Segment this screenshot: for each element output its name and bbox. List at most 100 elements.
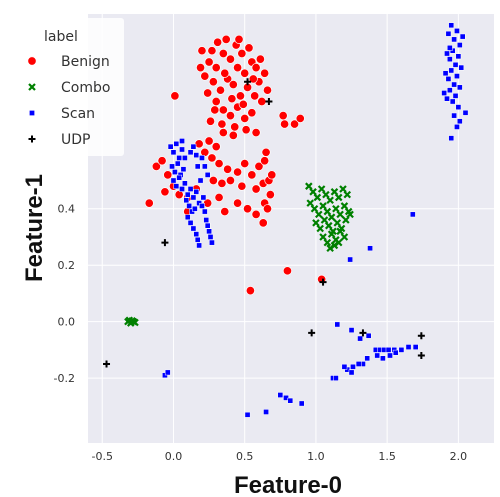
- legend-title: label: [44, 29, 78, 45]
- combo-point: [343, 190, 352, 199]
- benign-point: [251, 209, 261, 219]
- scan-point: [367, 245, 373, 252]
- scan-point: [412, 344, 419, 350]
- benign-point: [204, 57, 214, 67]
- scan-point: [454, 124, 460, 130]
- scan-point: [244, 411, 251, 418]
- benign-point: [261, 147, 271, 157]
- benign-point: [214, 192, 224, 203]
- scan-point: [174, 160, 181, 167]
- benign-point: [238, 99, 248, 109]
- scan-point: [287, 397, 294, 404]
- benign-point: [170, 91, 180, 101]
- udp-point: [308, 329, 316, 337]
- benign-point: [217, 119, 227, 129]
- udp-point: [319, 278, 327, 286]
- scan-point: [444, 50, 450, 57]
- scan-point: [405, 344, 412, 350]
- scan-point: [193, 231, 200, 237]
- scan-point: [446, 56, 453, 63]
- scan-point: [448, 135, 455, 142]
- scan-point: [341, 363, 348, 370]
- combo-point: [346, 210, 354, 219]
- scan-point: [442, 70, 449, 77]
- scan-point: [201, 208, 208, 215]
- benign-point: [218, 105, 228, 115]
- udp-point: [359, 329, 367, 337]
- benign-point: [220, 207, 230, 217]
- benign-point: [251, 184, 261, 194]
- scan-point: [459, 33, 466, 40]
- benign-point: [220, 68, 230, 78]
- y-tick-label: 0.0: [58, 316, 76, 329]
- benign-point: [260, 156, 270, 166]
- benign-point: [205, 116, 216, 126]
- benign-point: [211, 96, 221, 107]
- benign-point: [223, 164, 233, 174]
- scan-point: [451, 36, 457, 43]
- benign-point: [225, 111, 236, 121]
- benign-point: [280, 119, 290, 129]
- benign-point: [218, 48, 228, 59]
- benign-point: [214, 159, 224, 169]
- benign-point: [265, 190, 275, 200]
- benign-point: [233, 198, 243, 208]
- benign-point: [225, 54, 236, 64]
- scan-point: [445, 76, 452, 82]
- benign-point: [240, 113, 250, 123]
- benign-point: [255, 54, 265, 64]
- scan-point: [191, 205, 198, 212]
- data-points: [103, 22, 469, 418]
- x-tick-label: 0.0: [165, 450, 183, 463]
- scan-point: [197, 177, 204, 184]
- benign-point: [251, 63, 261, 73]
- benign-point: [211, 63, 221, 73]
- legend-label-udp: UDP: [61, 132, 90, 148]
- scan-point: [186, 203, 192, 209]
- scan-point: [179, 138, 185, 144]
- scan-point: [380, 355, 386, 362]
- scan-point: [444, 95, 450, 102]
- scan-point: [170, 149, 177, 156]
- scan-point: [398, 347, 405, 353]
- scan-point: [179, 146, 185, 153]
- scan-point: [194, 163, 201, 170]
- benign-point: [151, 161, 161, 171]
- series-udp: [103, 78, 425, 368]
- benign-point: [163, 170, 173, 180]
- legend-label-combo: Combo: [61, 80, 110, 96]
- scan-point: [187, 186, 194, 192]
- x-tick-label: -0.5: [92, 450, 113, 463]
- benign-point: [247, 108, 257, 118]
- scan-point: [347, 256, 353, 263]
- scan-point: [333, 375, 339, 381]
- scan-point: [451, 81, 457, 88]
- scan-point: [385, 347, 392, 353]
- udp-point: [161, 239, 169, 247]
- scan-point: [451, 112, 457, 119]
- scan-point: [187, 220, 194, 226]
- benign-point: [207, 153, 217, 163]
- benign-point: [257, 96, 267, 107]
- plot-background: [88, 14, 494, 443]
- scan-point: [193, 188, 200, 195]
- benign-point: [195, 63, 206, 73]
- scan-point: [194, 236, 201, 243]
- scan-point: [348, 327, 355, 333]
- scan-point: [449, 98, 456, 105]
- benign-point: [290, 119, 300, 129]
- legend-marker-scan: [29, 110, 35, 116]
- scan-point: [207, 234, 214, 240]
- legend-marker-udp: [28, 135, 36, 143]
- scan-point: [201, 163, 208, 170]
- scan-point: [209, 239, 215, 246]
- benign-point: [213, 37, 223, 47]
- benign-point: [262, 204, 273, 214]
- scan-point: [176, 155, 183, 161]
- legend-marker-benign: [27, 56, 37, 66]
- scan-point: [180, 166, 187, 173]
- benign-point: [233, 167, 243, 177]
- benign-point: [278, 111, 288, 121]
- scan-point: [176, 174, 183, 181]
- benign-point: [235, 91, 245, 101]
